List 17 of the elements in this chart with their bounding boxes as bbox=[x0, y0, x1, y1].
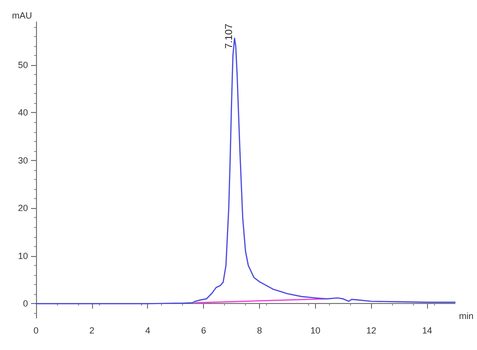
x-tick-label: 6 bbox=[201, 326, 206, 336]
annotation: 7.107 bbox=[224, 23, 236, 49]
y-tick-label: 20 bbox=[18, 203, 28, 214]
y-tick-label: 50 bbox=[18, 60, 28, 70]
x-tick-label: 12 bbox=[366, 326, 376, 336]
y-tick-label: 10 bbox=[18, 250, 28, 261]
y-axis-title: mAU bbox=[12, 10, 32, 20]
x-tick-label: 14 bbox=[422, 326, 432, 336]
x-tick-label: 2 bbox=[89, 326, 94, 336]
x-tick-label: 0 bbox=[33, 326, 39, 336]
y-tick-label: 0 bbox=[22, 298, 28, 309]
x-tick-label: 4 bbox=[145, 326, 150, 336]
x-axis-title: min bbox=[459, 311, 474, 322]
y-tick-label: 40 bbox=[18, 108, 28, 118]
y-tick-label: 30 bbox=[18, 155, 28, 166]
x-tick-label: 10 bbox=[310, 326, 320, 336]
x-tick-label: 8 bbox=[256, 326, 262, 336]
